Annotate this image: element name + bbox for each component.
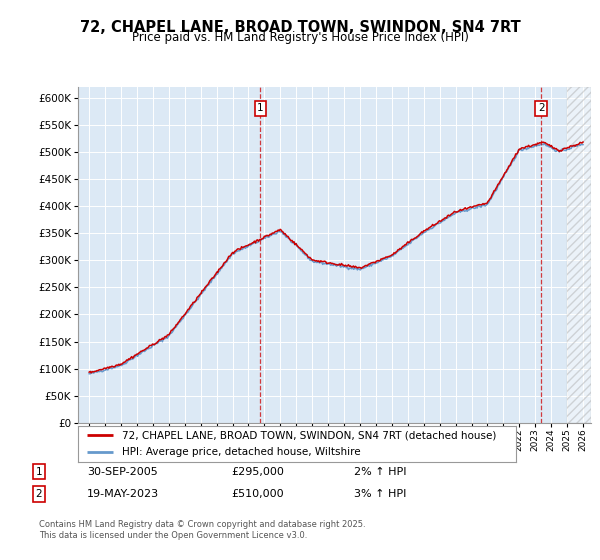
Text: 2: 2 xyxy=(35,489,43,499)
Text: 2: 2 xyxy=(538,104,545,114)
Text: £510,000: £510,000 xyxy=(231,489,284,499)
Text: This data is licensed under the Open Government Licence v3.0.: This data is licensed under the Open Gov… xyxy=(39,531,307,540)
Text: Contains HM Land Registry data © Crown copyright and database right 2025.: Contains HM Land Registry data © Crown c… xyxy=(39,520,365,529)
Text: £295,000: £295,000 xyxy=(231,466,284,477)
Text: 72, CHAPEL LANE, BROAD TOWN, SWINDON, SN4 7RT: 72, CHAPEL LANE, BROAD TOWN, SWINDON, SN… xyxy=(80,20,520,35)
Text: 72, CHAPEL LANE, BROAD TOWN, SWINDON, SN4 7RT (detached house): 72, CHAPEL LANE, BROAD TOWN, SWINDON, SN… xyxy=(122,431,496,440)
Text: Price paid vs. HM Land Registry's House Price Index (HPI): Price paid vs. HM Land Registry's House … xyxy=(131,31,469,44)
Text: 19-MAY-2023: 19-MAY-2023 xyxy=(87,489,159,499)
Text: 30-SEP-2005: 30-SEP-2005 xyxy=(87,466,158,477)
Text: 3% ↑ HPI: 3% ↑ HPI xyxy=(354,489,406,499)
Text: 1: 1 xyxy=(257,104,264,114)
Text: HPI: Average price, detached house, Wiltshire: HPI: Average price, detached house, Wilt… xyxy=(122,447,361,457)
Text: 1: 1 xyxy=(35,466,43,477)
Text: 2% ↑ HPI: 2% ↑ HPI xyxy=(354,466,407,477)
